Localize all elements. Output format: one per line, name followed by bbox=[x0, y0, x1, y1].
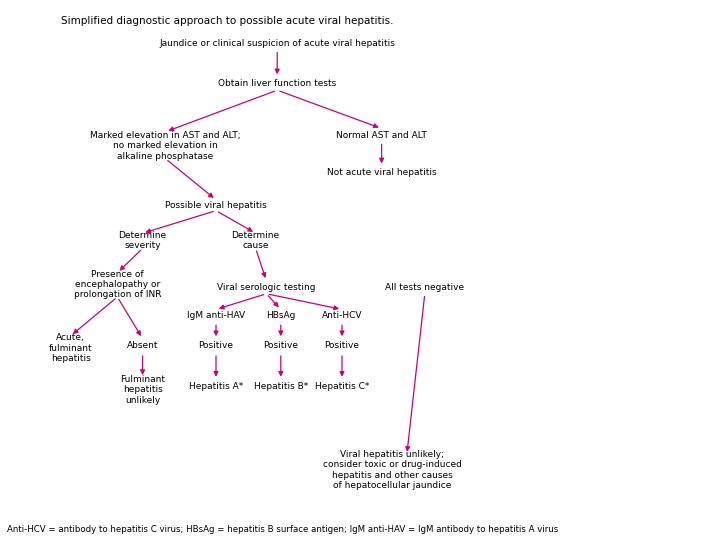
Text: All tests negative: All tests negative bbox=[385, 283, 464, 292]
Text: Normal AST and ALT: Normal AST and ALT bbox=[336, 131, 427, 139]
Text: Obtain liver function tests: Obtain liver function tests bbox=[218, 79, 336, 88]
Text: Presence of
encephalopathy or
prolongation of INR: Presence of encephalopathy or prolongati… bbox=[73, 269, 161, 300]
Text: Acute,
fulminant
hepatitis: Acute, fulminant hepatitis bbox=[49, 333, 92, 363]
Text: Hepatitis B*: Hepatitis B* bbox=[253, 382, 308, 390]
Text: IgM anti-HAV: IgM anti-HAV bbox=[187, 312, 245, 320]
Text: Viral serologic testing: Viral serologic testing bbox=[217, 283, 315, 292]
Text: Simplified diagnostic approach to possible acute viral hepatitis.: Simplified diagnostic approach to possib… bbox=[61, 16, 394, 26]
Text: Positive: Positive bbox=[199, 341, 233, 350]
Text: Hepatitis A*: Hepatitis A* bbox=[189, 382, 243, 390]
Text: Possible viral hepatitis: Possible viral hepatitis bbox=[165, 201, 267, 210]
Text: HBsAg: HBsAg bbox=[266, 312, 295, 320]
Text: Not acute viral hepatitis: Not acute viral hepatitis bbox=[327, 168, 436, 177]
Text: Marked elevation in AST and ALT;
no marked elevation in
alkaline phosphatase: Marked elevation in AST and ALT; no mark… bbox=[90, 131, 241, 161]
Text: Determine
severity: Determine severity bbox=[119, 231, 166, 250]
Text: Fulminant
hepatitis
unlikely: Fulminant hepatitis unlikely bbox=[120, 375, 165, 405]
Text: Anti-HCV = antibody to hepatitis C virus; HBsAg = hepatitis B surface antigen; I: Anti-HCV = antibody to hepatitis C virus… bbox=[7, 524, 559, 534]
Text: Absent: Absent bbox=[127, 341, 158, 350]
Text: Positive: Positive bbox=[325, 341, 359, 350]
Text: Viral hepatitis unlikely;
consider toxic or drug-induced
hepatitis and other cau: Viral hepatitis unlikely; consider toxic… bbox=[323, 450, 462, 490]
Text: Anti-HCV: Anti-HCV bbox=[322, 312, 362, 320]
Text: Positive: Positive bbox=[264, 341, 298, 350]
Text: Jaundice or clinical suspicion of acute viral hepatitis: Jaundice or clinical suspicion of acute … bbox=[159, 39, 395, 48]
Text: Hepatitis C*: Hepatitis C* bbox=[315, 382, 369, 390]
Text: Determine
cause: Determine cause bbox=[232, 231, 279, 250]
